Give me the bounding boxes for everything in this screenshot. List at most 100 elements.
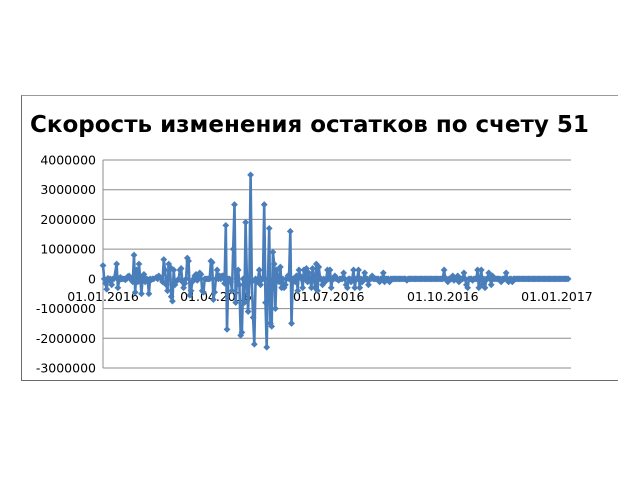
- x-tick-label: 01.07.2016: [293, 289, 365, 304]
- data-point: [286, 227, 294, 235]
- data-point: [259, 275, 267, 283]
- data-point: [108, 281, 116, 289]
- chart-title: Скорость изменения остатков по счету 51: [30, 112, 589, 138]
- data-point: [219, 272, 227, 280]
- data-point: [249, 314, 257, 321]
- x-tick-label: 01.04.2016: [180, 289, 252, 304]
- chart-frame: [21, 95, 618, 381]
- data-point: [237, 331, 245, 339]
- data-point: [314, 287, 321, 295]
- data-point: [303, 265, 310, 272]
- data-point: [481, 284, 489, 292]
- data-point: [272, 305, 279, 312]
- data-point: [295, 266, 303, 274]
- data-point: [309, 265, 317, 272]
- data-point: [487, 281, 495, 289]
- data-point: [161, 266, 169, 274]
- data-point: [197, 271, 205, 278]
- y-tick-label: 2000000: [40, 212, 96, 227]
- data-point: [361, 269, 369, 277]
- data-point: [181, 279, 189, 287]
- data-point: [310, 275, 318, 283]
- data-point: [208, 259, 216, 266]
- data-point: [257, 281, 264, 289]
- data-point: [268, 323, 276, 330]
- data-point: [209, 296, 217, 304]
- data-point: [460, 269, 468, 277]
- data-point: [113, 260, 121, 268]
- data-point: [263, 343, 271, 351]
- data-point: [264, 275, 272, 283]
- data-point: [103, 285, 111, 293]
- data-point: [262, 299, 269, 307]
- data-point: [206, 275, 214, 283]
- data-point: [233, 275, 241, 283]
- data-point: [340, 269, 348, 277]
- data-point: [114, 284, 122, 292]
- data-point: [244, 308, 252, 315]
- data-point: [474, 266, 481, 274]
- data-point: [248, 278, 256, 286]
- data-point: [164, 287, 171, 295]
- y-tick-label: 3000000: [40, 182, 96, 197]
- data-point: [130, 251, 138, 259]
- data-point: [299, 284, 307, 292]
- data-point: [195, 275, 202, 283]
- data-point: [356, 284, 364, 292]
- data-point: [221, 279, 228, 287]
- data-point: [213, 266, 221, 274]
- data-point: [353, 275, 361, 283]
- data-point: [180, 284, 188, 292]
- data-point: [279, 275, 287, 283]
- data-point: [138, 290, 145, 298]
- data-point: [307, 284, 315, 292]
- data-point: [341, 275, 349, 283]
- data-point: [350, 266, 357, 274]
- data-point: [475, 284, 483, 292]
- data-point: [165, 260, 173, 268]
- data-point: [260, 201, 268, 208]
- data-point: [228, 287, 236, 295]
- y-tick-label: -2000000: [36, 331, 96, 346]
- x-tick-label: 01.01.2016: [67, 289, 139, 304]
- data-point: [325, 275, 333, 283]
- data-point: [294, 287, 302, 295]
- data-point: [182, 275, 190, 283]
- data-point: [223, 325, 231, 333]
- data-point: [464, 284, 472, 292]
- data-point: [229, 245, 237, 253]
- data-point: [188, 278, 196, 286]
- data-point: [281, 281, 289, 289]
- data-point: [502, 269, 510, 277]
- data-point: [327, 284, 335, 292]
- data-point: [379, 269, 387, 277]
- data-point: [170, 266, 178, 274]
- data-point: [232, 299, 240, 307]
- y-tick-label: -3000000: [36, 361, 96, 376]
- data-point: [131, 288, 139, 296]
- data-point: [140, 271, 148, 278]
- data-point: [440, 266, 448, 274]
- data-point: [255, 266, 263, 274]
- data-point: [234, 266, 242, 274]
- data-point: [365, 281, 372, 289]
- x-tick-label: 01.01.2017: [521, 289, 593, 304]
- data-point: [269, 248, 277, 256]
- data-point: [141, 278, 149, 286]
- data-point: [185, 257, 192, 265]
- data-point: [326, 266, 334, 274]
- data-point: [343, 284, 351, 292]
- data-point: [315, 263, 323, 271]
- data-point: [291, 278, 299, 286]
- data-point: [99, 262, 107, 269]
- data-point: [306, 275, 314, 283]
- data-point: [222, 221, 230, 229]
- x-tick-label: 01.10.2016: [407, 289, 479, 304]
- data-point: [169, 297, 176, 305]
- data-point: [166, 263, 174, 271]
- data-point: [358, 278, 366, 286]
- data-point: [265, 224, 273, 232]
- data-point: [133, 266, 140, 274]
- data-point: [177, 265, 185, 272]
